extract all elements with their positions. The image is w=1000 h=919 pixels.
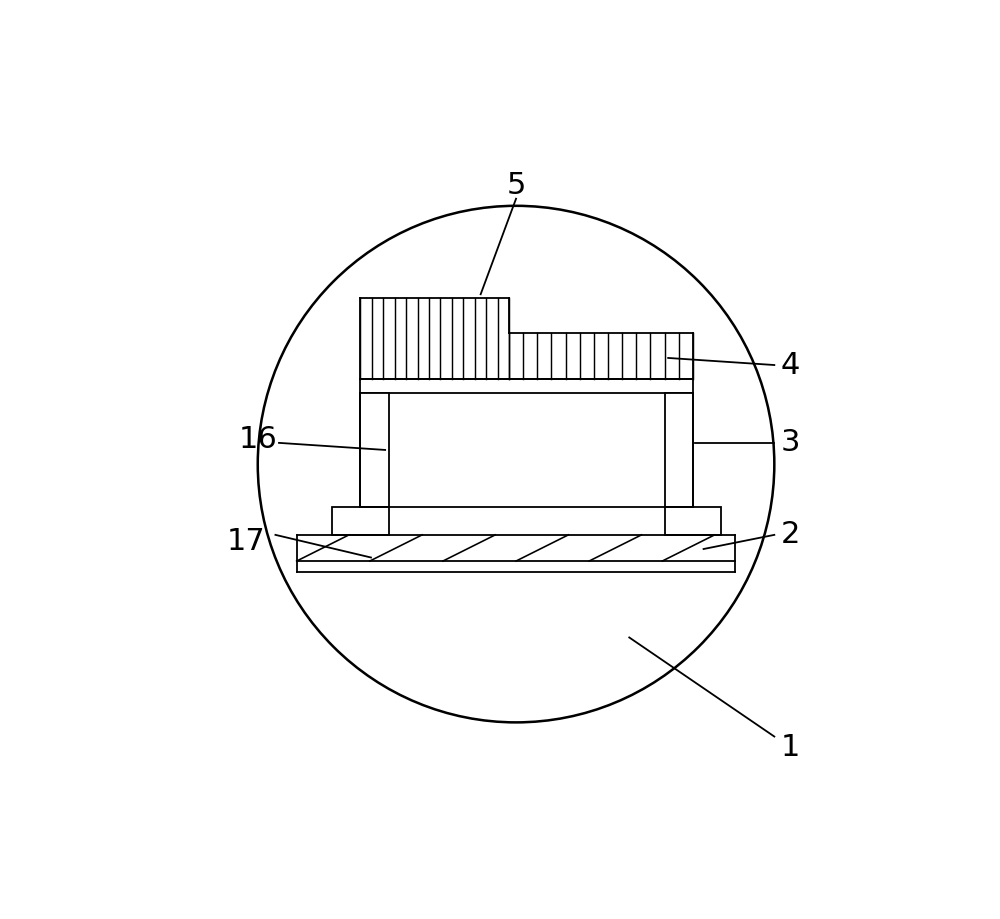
Bar	[360, 393, 389, 506]
Bar	[665, 506, 721, 535]
Text: 16: 16	[238, 425, 277, 454]
Text: 4: 4	[781, 350, 800, 380]
Text: 1: 1	[781, 732, 800, 762]
Text: 2: 2	[781, 520, 800, 550]
Text: 5: 5	[506, 172, 526, 200]
Text: 3: 3	[781, 428, 800, 458]
Bar	[360, 380, 693, 393]
Bar	[665, 393, 693, 506]
Bar	[332, 506, 389, 535]
Text: 17: 17	[226, 528, 265, 556]
